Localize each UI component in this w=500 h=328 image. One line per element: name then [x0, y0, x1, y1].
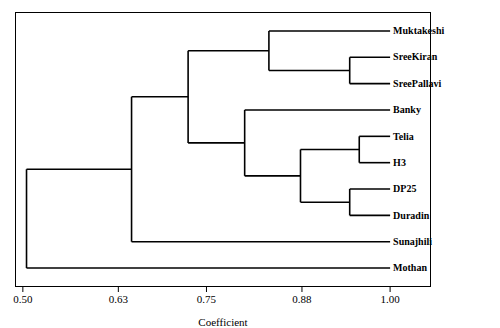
svg-text:SreeKiran: SreeKiran — [393, 51, 438, 62]
svg-text:SreePallavi: SreePallavi — [393, 78, 441, 89]
svg-text:DP25: DP25 — [393, 183, 416, 194]
svg-text:Coefficient: Coefficient — [198, 316, 247, 328]
svg-text:Duradin: Duradin — [393, 210, 430, 221]
svg-text:0.63: 0.63 — [109, 293, 129, 305]
svg-text:1.00: 1.00 — [380, 293, 400, 305]
svg-text:Muktakeshi: Muktakeshi — [393, 25, 444, 36]
svg-text:0.75: 0.75 — [197, 293, 217, 305]
svg-text:Sunajhili: Sunajhili — [393, 236, 432, 247]
svg-text:Banky: Banky — [393, 104, 421, 115]
svg-text:Telia: Telia — [393, 131, 414, 142]
svg-text:Mothan: Mothan — [393, 262, 427, 273]
svg-text:H3: H3 — [393, 157, 406, 168]
svg-text:0.50: 0.50 — [13, 293, 33, 305]
svg-text:0.88: 0.88 — [292, 293, 312, 305]
